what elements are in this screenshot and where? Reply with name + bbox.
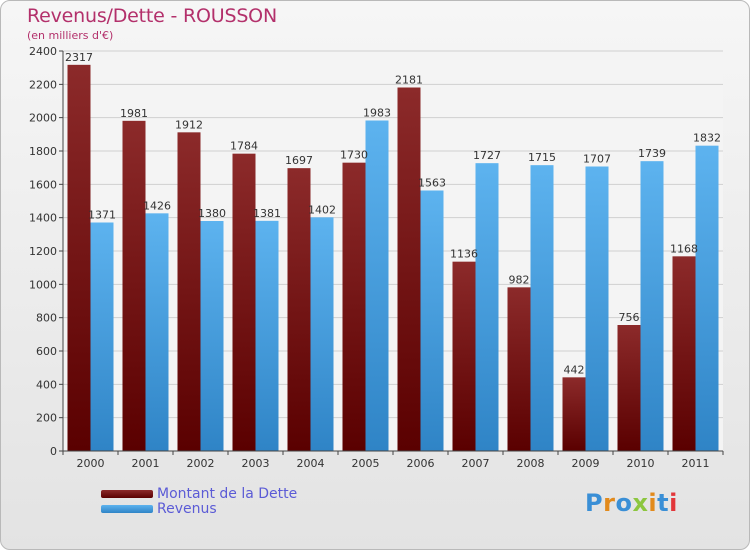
data-label-revenus: 1426 xyxy=(143,199,171,212)
data-label-revenus: 1727 xyxy=(473,149,501,162)
bars-layer xyxy=(67,64,719,452)
data-label-dette: 982 xyxy=(509,273,530,286)
data-label-revenus: 1715 xyxy=(528,151,556,164)
logo-letter: i xyxy=(669,489,678,517)
labels-layer: 2317 1371 1981 1426 1912 1380 1784 1381 1697 1402… xyxy=(65,51,721,377)
logo-letter: P xyxy=(585,489,604,517)
legend-label-dette: Montant de la Dette xyxy=(157,486,298,502)
legend-swatch-revenus xyxy=(101,505,153,513)
logo-letter: i xyxy=(648,489,658,517)
data-label-dette: 1697 xyxy=(285,154,313,167)
data-label-dette: 1912 xyxy=(175,118,203,131)
data-label-dette: 1784 xyxy=(230,140,258,153)
bar-dette xyxy=(287,168,311,451)
x-tick-label: 2007 xyxy=(462,457,490,470)
x-tick-label: 2008 xyxy=(517,457,545,470)
data-label-revenus: 1983 xyxy=(363,107,391,120)
data-label-dette: 1730 xyxy=(340,149,368,162)
bar-dette xyxy=(232,153,256,451)
y-tick-label: 1400 xyxy=(29,212,57,225)
bar-dette xyxy=(342,162,366,451)
data-label-dette: 1981 xyxy=(120,107,148,120)
data-label-dette: 2181 xyxy=(395,74,423,87)
y-tick-label: 2000 xyxy=(29,112,57,125)
y-tick-label: 800 xyxy=(36,312,57,325)
data-label-revenus: 1381 xyxy=(253,207,281,220)
bar-dette xyxy=(397,87,421,451)
axis-layer: 0 200 400 600 800 1000 1200 1400 1600 1800 2000 220… xyxy=(29,45,724,470)
y-tick-label: 600 xyxy=(36,345,57,358)
data-label-dette: 756 xyxy=(619,311,640,324)
bar-revenus xyxy=(640,161,664,451)
y-tick-label: 2400 xyxy=(29,45,57,58)
bar-revenus xyxy=(530,165,554,451)
data-label-revenus: 1402 xyxy=(308,203,336,216)
logo-letter: t xyxy=(657,489,670,517)
bar-dette xyxy=(67,64,91,452)
bar-revenus xyxy=(585,166,609,451)
data-label-revenus: 1371 xyxy=(88,209,116,222)
x-tick-label: 2009 xyxy=(572,457,600,470)
y-tick-label: 200 xyxy=(36,412,57,425)
bar-revenus xyxy=(475,163,499,451)
logo-letter: x xyxy=(632,489,649,517)
chart-subtitle: (en milliers d'€) xyxy=(27,29,114,42)
bar-revenus xyxy=(695,145,719,451)
bar-dette xyxy=(177,132,201,452)
bar-dette xyxy=(617,325,641,451)
chart-title: Revenus/Dette - ROUSSON xyxy=(27,5,277,27)
data-label-dette: 442 xyxy=(564,363,585,376)
x-tick-label: 2000 xyxy=(77,457,105,470)
x-tick-label: 2004 xyxy=(297,457,325,470)
data-label-dette: 2317 xyxy=(65,51,93,64)
bar-revenus xyxy=(200,221,224,451)
bar-revenus xyxy=(145,213,169,451)
x-tick-label: 2010 xyxy=(627,457,655,470)
x-tick-label: 2011 xyxy=(682,457,710,470)
bar-revenus xyxy=(420,190,444,451)
y-tick-label: 1800 xyxy=(29,145,57,158)
y-tick-label: 400 xyxy=(36,378,57,391)
x-tick-label: 2002 xyxy=(187,457,215,470)
y-tick-label: 1000 xyxy=(29,278,57,291)
bar-dette xyxy=(507,287,531,451)
y-tick-label: 1600 xyxy=(29,178,57,191)
bar-dette xyxy=(122,120,146,451)
data-label-revenus: 1380 xyxy=(198,207,226,220)
x-tick-label: 2005 xyxy=(352,457,380,470)
logo-letter: r xyxy=(603,489,616,517)
grid-layer xyxy=(63,50,723,452)
data-label-dette: 1168 xyxy=(670,242,698,255)
bar-revenus xyxy=(90,222,114,451)
data-label-revenus: 1739 xyxy=(638,147,666,160)
bar-dette xyxy=(562,377,586,451)
legend-label-revenus: Revenus xyxy=(157,501,217,517)
bar-revenus xyxy=(255,220,279,451)
x-tick-label: 2001 xyxy=(132,457,160,470)
x-tick-label: 2003 xyxy=(242,457,270,470)
data-label-revenus: 1563 xyxy=(418,177,446,190)
x-tick-label: 2006 xyxy=(407,457,435,470)
bar-revenus xyxy=(365,120,389,451)
data-label-dette: 1136 xyxy=(450,248,478,261)
proxiti-logo: Proxiti xyxy=(585,489,678,517)
bar-dette xyxy=(452,261,476,451)
y-tick-label: 0 xyxy=(50,445,57,458)
y-tick-label: 1200 xyxy=(29,245,57,258)
bar-dette xyxy=(672,256,696,451)
data-label-revenus: 1707 xyxy=(583,153,611,166)
bar-revenus xyxy=(310,217,334,451)
data-label-revenus: 1832 xyxy=(693,132,721,145)
logo-letter: o xyxy=(615,489,633,517)
y-tick-label: 2200 xyxy=(29,78,57,91)
legend-swatch-dette xyxy=(101,490,153,498)
